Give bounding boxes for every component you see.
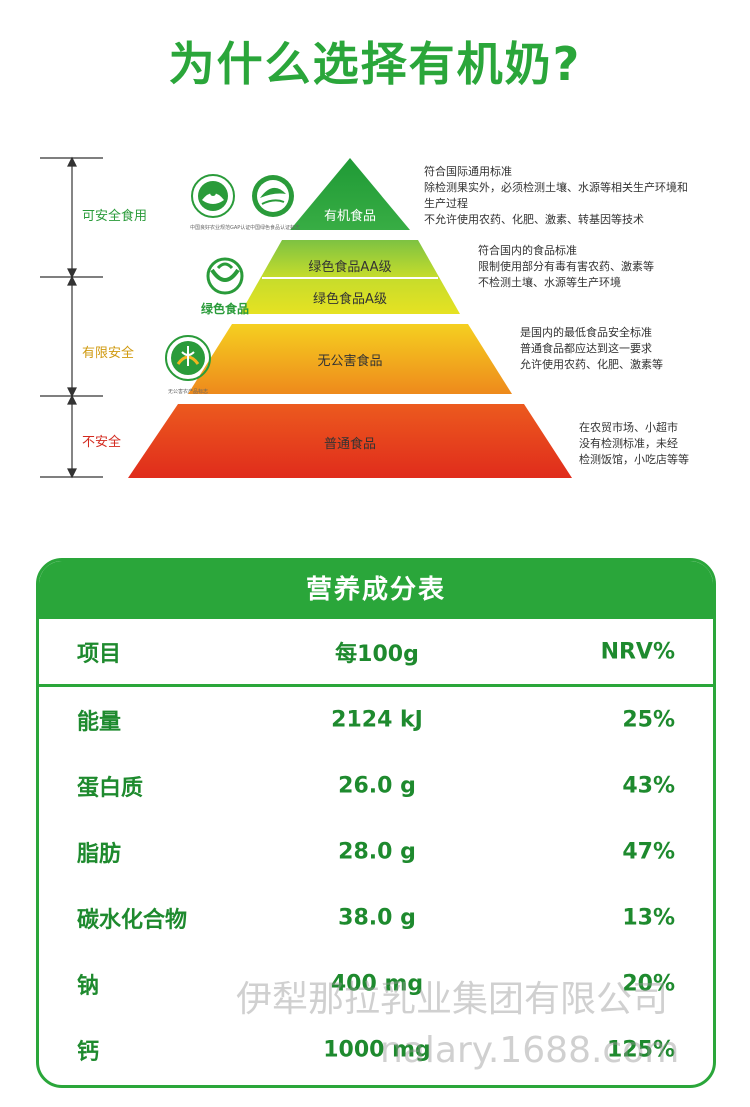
page-title: 为什么选择有机奶? xyxy=(168,37,582,91)
nutrient-amount: 1000 mg xyxy=(323,1037,431,1063)
safety-scale xyxy=(40,156,103,479)
green-food-logo: 绿色食品 xyxy=(190,256,260,316)
tier-label-organic: 有机食品 xyxy=(323,209,376,224)
table-row: 蛋白质 26.0 g 43% xyxy=(39,753,713,819)
nutrient-nrv: 43% xyxy=(622,773,675,799)
nutrient-name: 能量 xyxy=(77,710,122,735)
nutrition-table-header: 项目 每100g NRV% xyxy=(39,619,713,687)
column-header-item: 项目 xyxy=(77,641,122,667)
side-label-safe: 可安全食用 xyxy=(82,209,148,224)
nutrient-nrv: 47% xyxy=(622,839,675,865)
nutrient-name: 碳水化合物 xyxy=(77,908,188,933)
nutrient-amount: 28.0 g xyxy=(338,839,416,865)
pollution-free-logo: 无公害农产品标志 xyxy=(160,332,216,395)
desc-ordinary: 在农贸市场、小超市 没有检测标准，未经 检测饭馆，小吃店等等 xyxy=(579,421,689,466)
table-row: 脂肪 28.0 g 47% xyxy=(39,819,713,885)
nutrient-nrv: 20% xyxy=(622,971,675,997)
side-label-unsafe: 不安全 xyxy=(82,435,122,450)
nutrient-name: 钙 xyxy=(77,1040,100,1065)
gap-certification-logo: 中国良好农业规范GAP认证 xyxy=(190,172,250,232)
nutrition-table-title: 营养成分表 xyxy=(39,561,713,619)
tier-ordinary xyxy=(128,404,572,478)
tier-label-pollution-free: 无公害食品 xyxy=(317,354,383,369)
nutrient-name: 蛋白质 xyxy=(77,776,144,801)
table-row: 能量 2124 kJ 25% xyxy=(39,687,713,753)
green-food-certification-logo: 中国绿色食品认证标志 xyxy=(250,172,300,232)
desc-green: 符合国内的食品标准 限制使用部分有毒有害农药、激素等 不检测土壤、水源等生产环境 xyxy=(478,244,654,289)
watermark-company: 伊犁那拉乳业集团有限公司 xyxy=(236,979,669,1020)
table-row: 碳水化合物 38.0 g 13% xyxy=(39,885,713,951)
food-safety-pyramid xyxy=(40,156,572,479)
nutrient-amount: 26.0 g xyxy=(338,773,416,799)
nutrient-amount: 400 mg xyxy=(330,971,424,997)
nutrient-amount: 38.0 g xyxy=(338,905,416,931)
tier-pollution-free xyxy=(188,324,512,394)
nutrient-nrv: 125% xyxy=(607,1037,675,1063)
watermark-url: nalary.1688.com xyxy=(380,1030,680,1071)
desc-pollution-free: 是国内的最低食品安全标准 普通食品都应达到这一要求 允许使用农药、化肥、激素等 xyxy=(520,326,663,371)
nutrient-name: 脂肪 xyxy=(77,842,122,867)
desc-organic: 符合国际通用标准 除检测果实外，必须检测土壤、水源等相关生产环境和 生产过程 不… xyxy=(424,165,688,226)
table-row: 钠 400 mg 20% xyxy=(39,951,713,1017)
nutrient-amount: 2124 kJ xyxy=(331,707,423,733)
nutrient-name: 钠 xyxy=(77,974,100,999)
nutrient-nrv: 13% xyxy=(622,905,675,931)
column-header-per100g: 每100g xyxy=(335,641,419,667)
column-header-nrv: NRV% xyxy=(600,639,675,664)
tier-organic xyxy=(290,158,410,230)
tier-label-ordinary: 普通食品 xyxy=(323,437,376,452)
tier-label-green-a: 绿色食品A级 xyxy=(313,292,387,307)
tier-label-green-aa: 绿色食品AA级 xyxy=(308,260,392,275)
side-label-limited: 有限安全 xyxy=(82,346,135,361)
table-row: 钙 1000 mg 125% xyxy=(39,1017,713,1083)
nutrition-table: 营养成分表 项目 每100g NRV% 能量 2124 kJ 25% 蛋白质 2… xyxy=(36,558,716,1088)
nutrient-nrv: 25% xyxy=(622,707,675,733)
